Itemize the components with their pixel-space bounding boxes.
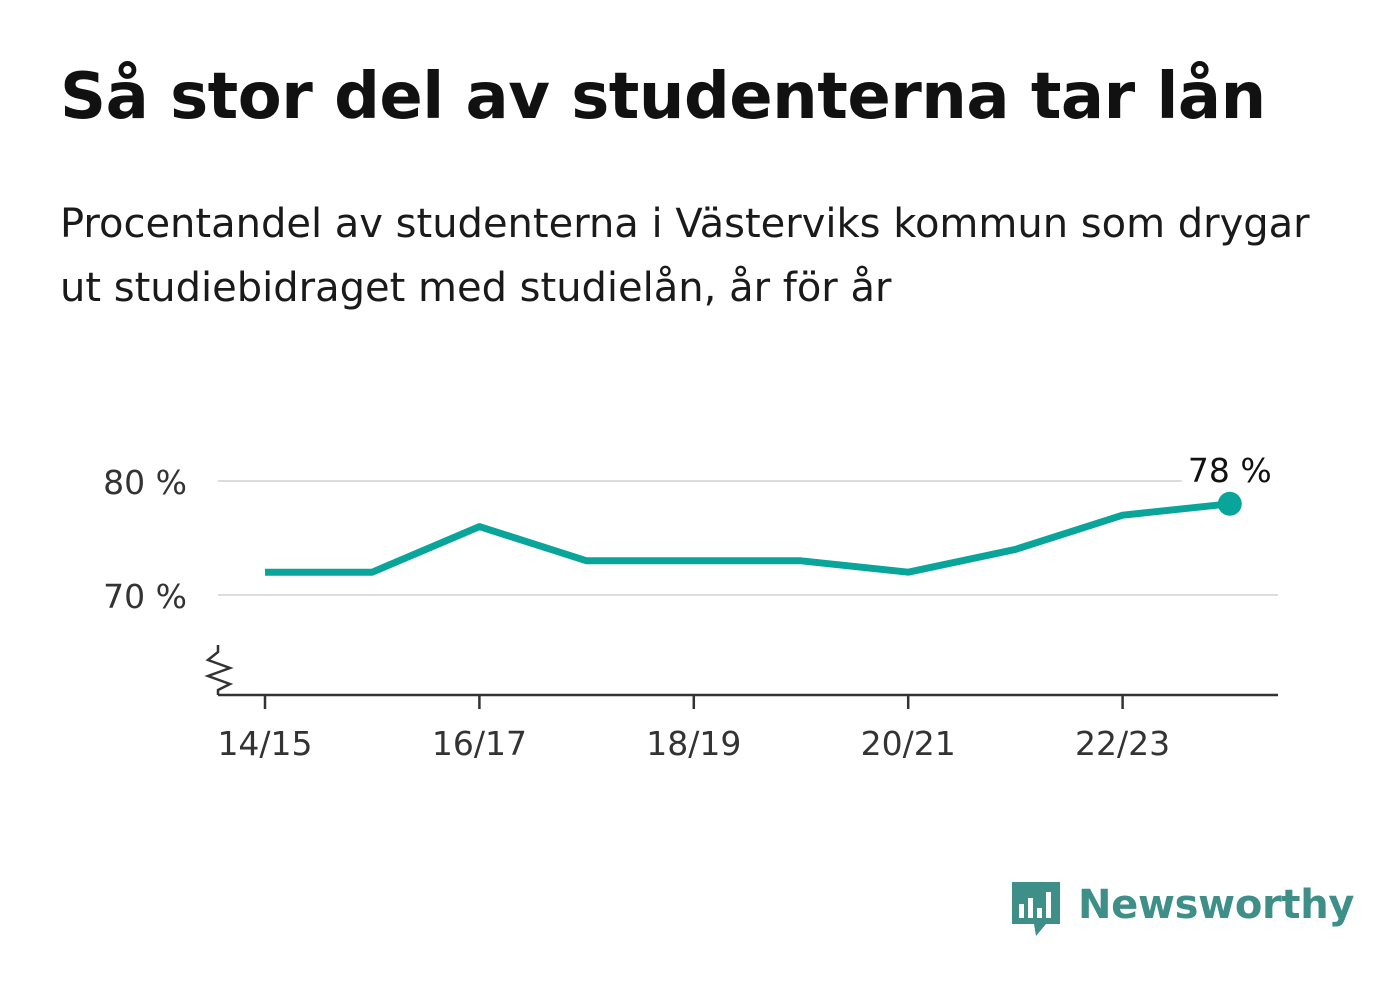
annotations: 78 % <box>1181 450 1278 490</box>
newsworthy-logo: Newsworthy <box>1010 878 1355 942</box>
x-tick-label: 18/19 <box>646 724 741 763</box>
chart-title: Så stor del av studenterna tar lån <box>60 60 1266 134</box>
y-axis-labels: 70 % 80 % <box>103 463 187 616</box>
x-axis: 14/15 16/17 18/19 20/21 22/23 <box>204 645 1278 763</box>
last-point-marker <box>1217 491 1242 516</box>
y-tick-label: 70 % <box>103 577 187 616</box>
x-tick-label: 14/15 <box>217 724 312 763</box>
last-value-label: 78 % <box>1188 451 1272 490</box>
axis-break-mark <box>204 645 234 695</box>
series-line <box>265 500 1231 576</box>
x-tick-label: 16/17 <box>432 724 527 763</box>
x-tick-label: 20/21 <box>861 724 956 763</box>
x-tick-label: 22/23 <box>1075 724 1170 763</box>
newsworthy-logo-text: Newsworthy <box>1078 882 1355 928</box>
newsworthy-logo-icon <box>1012 882 1060 936</box>
series-group <box>265 491 1242 576</box>
chart-subtitle: Procentandel av studenterna i Västerviks… <box>60 201 1310 311</box>
y-tick-label: 80 % <box>103 463 187 502</box>
gridlines <box>218 480 1278 596</box>
last-value-label-bg <box>1181 450 1278 490</box>
